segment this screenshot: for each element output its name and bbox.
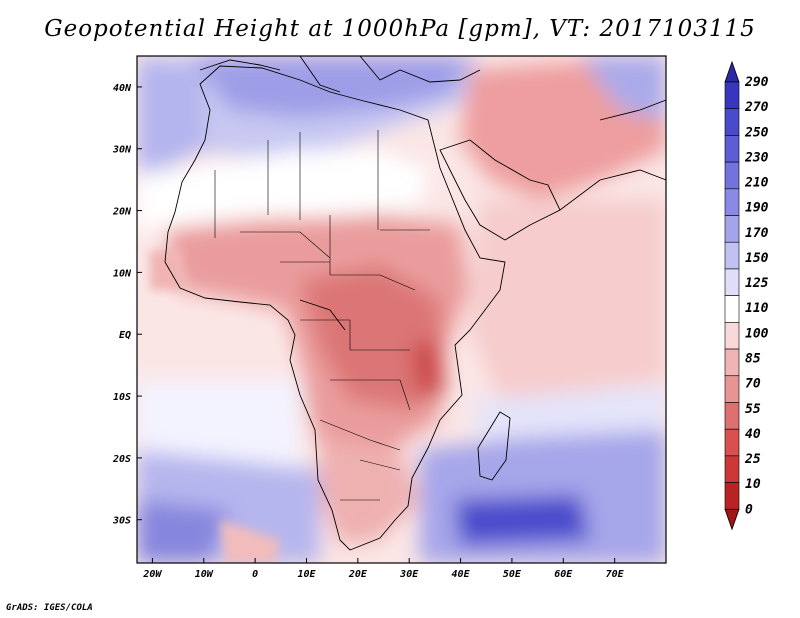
colorbar-swatch xyxy=(724,108,740,136)
colorbar-label: 230 xyxy=(744,150,769,165)
x-tick-label: 10W xyxy=(195,569,214,580)
colorbar-swatch xyxy=(724,348,740,377)
y-tick-label: 30N xyxy=(112,145,132,156)
colorbar-label: 250 xyxy=(744,125,769,140)
colorbar-swatch xyxy=(724,322,740,350)
colorbar-swatch xyxy=(724,295,740,323)
y-tick-label: 10S xyxy=(113,392,131,403)
colorbar-swatch xyxy=(724,81,740,110)
x-tick-label: 20W xyxy=(142,569,162,580)
madagascar-coast xyxy=(477,411,511,481)
y-tick-label: 40N xyxy=(113,83,132,94)
y-tick-label: 10N xyxy=(113,268,132,279)
colorbar-swatch xyxy=(724,241,740,270)
colorbar-label: 125 xyxy=(745,276,769,291)
colorbar-swatch xyxy=(724,161,740,190)
colorbar-label: 85 xyxy=(745,351,761,366)
colorbar-label: 270 xyxy=(744,100,769,115)
colorbar-label: 110 xyxy=(745,301,769,316)
colorbar-label: 70 xyxy=(745,377,761,392)
x-tick-label: 70E xyxy=(606,569,625,580)
y-tick-label: EQ xyxy=(119,330,131,341)
colorbar-swatch xyxy=(724,188,740,216)
y-tick-label: 20S xyxy=(112,454,131,465)
axis-ticks: 20W 10W 0 10E 20E 30E 40E 50E 60E 70E 40N 30N 20N 10N… xyxy=(112,83,625,580)
y-tick-label: 30S xyxy=(112,516,131,527)
x-tick-label: 50E xyxy=(503,569,522,580)
colorbar-swatch xyxy=(724,482,740,510)
colorbar-bottom-arrow xyxy=(724,508,740,531)
x-tick-label: 30E xyxy=(399,569,419,580)
colorbar-swatch xyxy=(724,215,740,243)
colorbar-swatch xyxy=(724,135,740,163)
colorbar-label: 10 xyxy=(745,477,761,492)
colorbar-label: 100 xyxy=(745,326,769,341)
field-low-south xyxy=(320,440,420,545)
colorbar-label: 210 xyxy=(744,176,769,191)
colorbar-label: 290 xyxy=(744,75,769,90)
field-ocean-low-patch xyxy=(150,250,185,290)
x-tick-label: 60E xyxy=(554,569,573,580)
gulf-coast xyxy=(299,299,346,331)
europe-coast xyxy=(199,56,481,93)
field-atlantic-neutral xyxy=(137,380,300,470)
credit-text: GrADS: IGES/COLA xyxy=(6,603,93,613)
coastlines xyxy=(164,56,666,551)
geopotential-field xyxy=(137,56,666,563)
field-high-asia xyxy=(580,56,666,120)
colorbar-swatch xyxy=(724,402,740,430)
field-low-core xyxy=(300,265,445,410)
x-tick-label: 0 xyxy=(252,569,258,580)
colorbar-label: 190 xyxy=(745,201,769,216)
field-low-lake xyxy=(410,340,445,400)
x-tick-label: 10E xyxy=(297,569,316,580)
y-tick-label: 20N xyxy=(112,207,132,218)
asia-coast xyxy=(559,99,666,211)
colorbar-swatch xyxy=(724,268,740,296)
colorbar-label: 25 xyxy=(744,452,761,467)
colorbar-label: 55 xyxy=(745,402,761,417)
colorbar-swatch xyxy=(724,375,740,403)
field-high-east-band xyxy=(470,385,666,440)
field-high-north-core xyxy=(190,56,470,118)
plot-frame xyxy=(136,55,667,564)
field-low-cape xyxy=(220,520,280,563)
country-borders xyxy=(214,130,430,501)
map-title: Geopotential Height at 1000hPa [gpm], VT… xyxy=(44,16,756,42)
field-high-west xyxy=(137,60,205,170)
colorbar-label: 150 xyxy=(745,251,769,266)
colorbar-swatch xyxy=(724,455,740,483)
colorbar: 2902702502302101901701501251101008570554… xyxy=(724,60,769,531)
x-tick-label: 40E xyxy=(452,569,471,580)
colorbar-label: 40 xyxy=(745,427,761,442)
colorbar-top-arrow xyxy=(724,60,740,83)
colorbar-label: 0 xyxy=(745,502,753,517)
colorbar-label: 170 xyxy=(745,226,769,241)
field-indian-ocean xyxy=(470,200,666,400)
field-high-southeast-core xyxy=(455,495,590,545)
field-high-southwest-core xyxy=(137,500,230,563)
field-neutral-sahara xyxy=(137,150,430,235)
x-tick-label: 20E xyxy=(348,569,368,580)
africa-coast xyxy=(164,65,506,551)
colorbar-swatch xyxy=(724,428,740,457)
